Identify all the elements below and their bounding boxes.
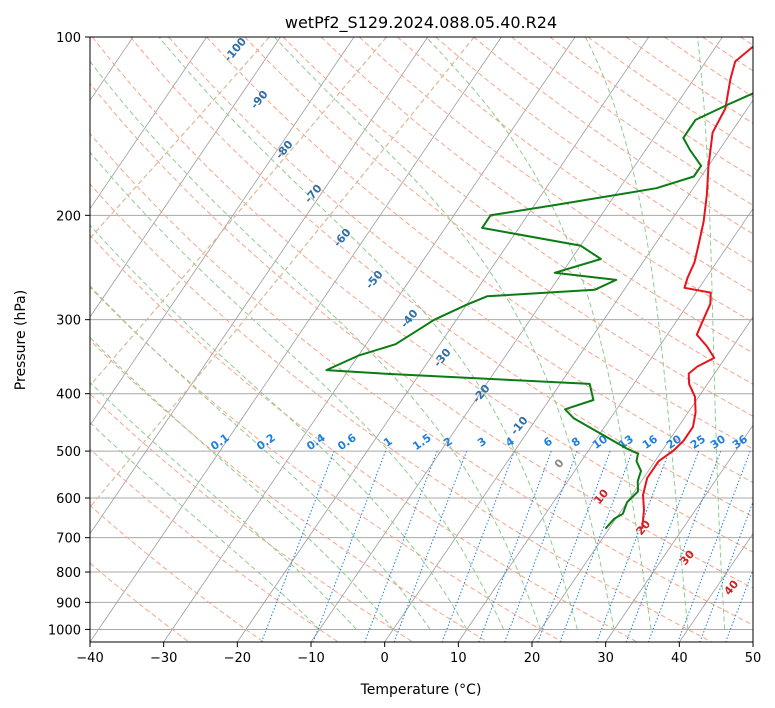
x-tick-label: −40 <box>76 651 103 666</box>
chart-title: wetPf2_S129.2024.088.05.40.R24 <box>285 13 557 33</box>
x-tick-label: 20 <box>524 651 541 666</box>
x-axis-label: Temperature (°C) <box>360 682 482 698</box>
x-tick-label: 30 <box>597 651 614 666</box>
x-tick-label: 10 <box>450 651 467 666</box>
y-tick-label: 300 <box>56 314 81 329</box>
y-tick-label: 400 <box>56 388 81 403</box>
y-tick-label: 200 <box>56 209 81 224</box>
y-tick-label: 500 <box>56 445 81 460</box>
x-tick-label: −10 <box>297 651 324 666</box>
x-tick-label: 40 <box>671 651 688 666</box>
x-tick-label: −20 <box>224 651 251 666</box>
x-tick-label: −30 <box>150 651 177 666</box>
y-tick-label: 1000 <box>48 623 81 638</box>
x-tick-label: 0 <box>381 651 389 666</box>
y-tick-label: 800 <box>56 566 81 581</box>
y-tick-label: 100 <box>56 31 81 46</box>
x-tick-label: 50 <box>745 651 762 666</box>
y-tick-label: 900 <box>56 596 81 611</box>
y-tick-label: 600 <box>56 492 81 507</box>
y-tick-label: 700 <box>56 532 81 547</box>
y-axis-label: Pressure (hPa) <box>13 290 29 390</box>
